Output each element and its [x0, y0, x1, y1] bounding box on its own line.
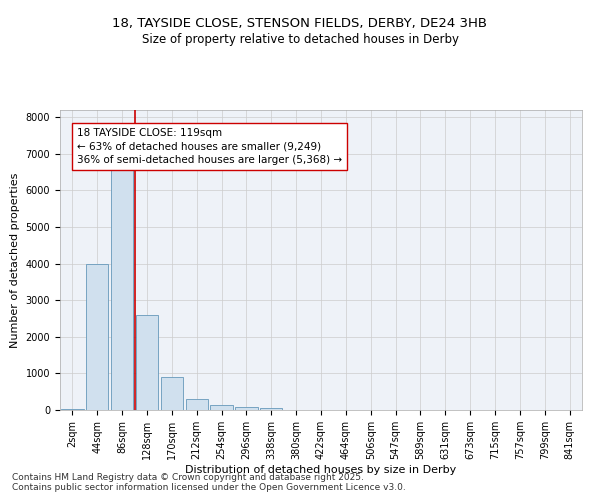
Text: Contains public sector information licensed under the Open Government Licence v3: Contains public sector information licen…	[12, 484, 406, 492]
Text: 18, TAYSIDE CLOSE, STENSON FIELDS, DERBY, DE24 3HB: 18, TAYSIDE CLOSE, STENSON FIELDS, DERBY…	[113, 18, 487, 30]
Bar	[185, 399, 208, 410]
Bar	[211, 405, 233, 410]
Bar	[61, 409, 83, 410]
Text: Contains HM Land Registry data © Crown copyright and database right 2025.: Contains HM Land Registry data © Crown c…	[12, 474, 364, 482]
Text: Size of property relative to detached houses in Derby: Size of property relative to detached ho…	[142, 32, 458, 46]
X-axis label: Distribution of detached houses by size in Derby: Distribution of detached houses by size …	[185, 465, 457, 475]
Bar	[86, 264, 109, 410]
Y-axis label: Number of detached properties: Number of detached properties	[10, 172, 20, 348]
Bar	[235, 406, 257, 410]
Text: 18 TAYSIDE CLOSE: 119sqm
← 63% of detached houses are smaller (9,249)
36% of sem: 18 TAYSIDE CLOSE: 119sqm ← 63% of detach…	[77, 128, 342, 164]
Bar	[136, 315, 158, 410]
Bar	[161, 377, 183, 410]
Bar	[260, 408, 283, 410]
Bar	[111, 140, 133, 410]
